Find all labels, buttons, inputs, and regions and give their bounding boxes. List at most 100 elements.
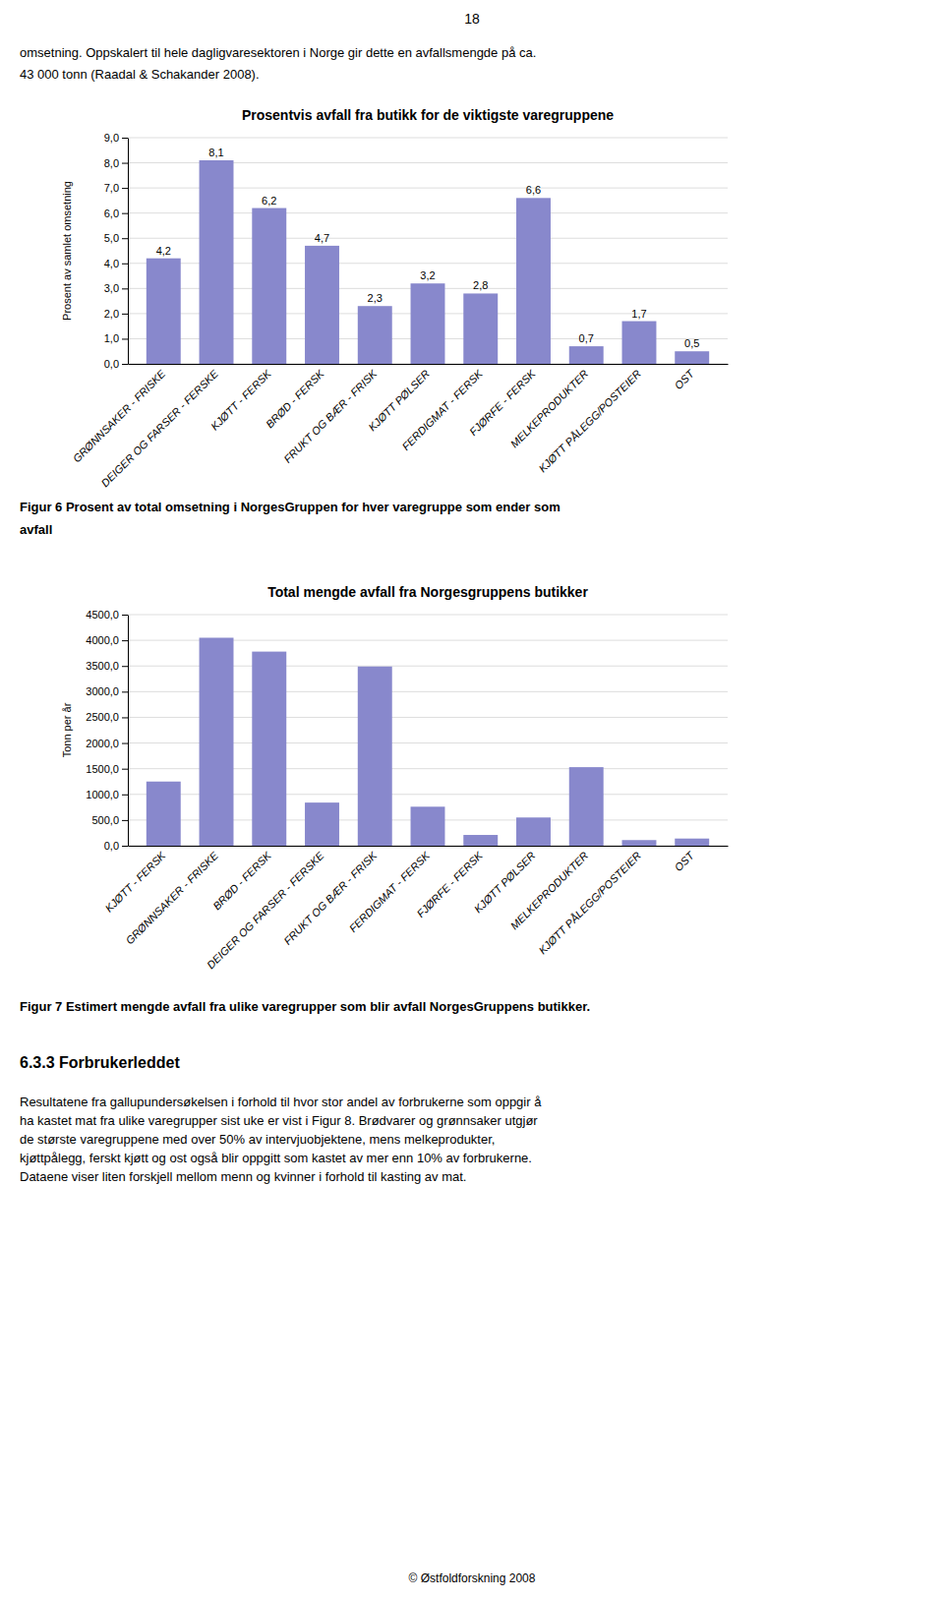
y-tick: 3,0	[104, 282, 128, 295]
data-label: 4,2	[156, 244, 172, 257]
section-title: 6.3.3 Forbrukerleddet	[19, 1054, 180, 1071]
x-axis-line	[128, 363, 729, 365]
data-label: 4,7	[314, 232, 330, 244]
y-tick: 5,0	[104, 232, 128, 244]
x-tick-label: OST	[671, 366, 697, 392]
bar	[516, 197, 551, 364]
data-label: 1,7	[631, 307, 647, 320]
data-labels: 4,28,16,24,72,33,22,86,60,71,70,5	[156, 146, 701, 350]
y-tick-mark	[121, 263, 128, 265]
x-tick: DEIGER OG FARSER - FERSKE	[204, 848, 327, 971]
y-tick-label: 3,0	[104, 282, 119, 295]
bar	[304, 802, 340, 846]
page: 18 omsetning. Oppskalert til hele dagligv…	[0, 0, 944, 1600]
x-tick: DEIGER OG FARSER - FERSKE	[98, 366, 221, 489]
y-tick-mark	[121, 288, 128, 290]
x-tick: OST	[671, 848, 697, 874]
x-tick: FRUKT OG BÆR - FRISK	[281, 848, 380, 947]
page-number: 18	[464, 10, 480, 27]
y-tick-mark	[121, 137, 128, 139]
y-tick: 6,0	[104, 207, 128, 220]
body-text: omsetning. Oppskalert til hele dagligvar…	[19, 45, 536, 60]
x-tick-label: KJØTT PÅLEGG/POSTEIER	[535, 367, 644, 475]
y-tick: 0,0	[104, 357, 128, 370]
x-tick: FERDIGMAT - FERSK	[399, 366, 485, 453]
grid-line	[127, 137, 728, 139]
x-tick-label: DEIGER OG FARSER - FERSKE	[98, 366, 221, 489]
x-tick-label: DEIGER OG FARSER - FERSKE	[204, 848, 327, 971]
bar	[463, 293, 498, 364]
y-axis-line	[127, 138, 129, 365]
y-tick: 1000,0	[85, 788, 128, 801]
y-tick: 9,0	[104, 131, 128, 144]
y-tick-label: 0,0	[104, 357, 119, 370]
x-axis: KJØTT - FERSKGRØNNSAKER - FRISKEBRØD - F…	[102, 846, 728, 972]
y-tick-label: 500,0	[91, 814, 119, 826]
data-label: 6,6	[526, 183, 541, 196]
y-tick-label: 1500,0	[85, 763, 119, 775]
y-tick-label: 4500,0	[85, 608, 119, 621]
chart-title: Total mengde avfall fra Norgesgruppens b…	[267, 584, 589, 600]
body-text: kjøttpålegg, ferskt kjøtt og ost også bl…	[19, 1150, 532, 1166]
y-tick-mark	[121, 187, 128, 189]
y-tick-mark	[121, 237, 128, 239]
chart-title: Prosentvis avfall fra butikk for de vikt…	[241, 107, 614, 123]
y-tick-label: 1,0	[104, 332, 119, 345]
bar	[304, 245, 340, 364]
body-text: ha kastet mat fra ulike varegrupper sist…	[19, 1113, 538, 1128]
y-tick: 500,0	[91, 814, 128, 826]
y-tick-label: 2000,0	[85, 737, 119, 750]
bars	[146, 160, 709, 364]
y-tick-mark	[121, 845, 128, 847]
y-tick-mark	[121, 691, 128, 693]
y-tick-label: 6,0	[104, 207, 119, 220]
bar	[516, 817, 551, 846]
y-tick: 8,0	[104, 157, 128, 170]
y-tick: 4500,0	[85, 608, 128, 621]
bar	[357, 305, 393, 364]
grid	[127, 614, 728, 846]
bar	[251, 651, 287, 846]
y-tick: 7,0	[104, 181, 128, 194]
figure-caption: avfall	[19, 522, 53, 537]
body-text: 43 000 tonn (Raadal & Schakander 2008).	[19, 66, 260, 82]
data-label: 0,7	[579, 332, 594, 345]
bar	[357, 666, 393, 846]
y-tick-mark	[121, 640, 128, 642]
y-tick: 2000,0	[85, 737, 128, 750]
bar	[622, 321, 657, 364]
y-axis: 0,0 1,0 2,0 3,0 4,0 5,0 6,0 7,0 8,0 9,0	[104, 131, 129, 370]
x-tick-label: OST	[671, 848, 697, 874]
y-tick-mark	[121, 213, 128, 215]
x-tick-label: FERDIGMAT - FERSK	[347, 848, 433, 935]
x-tick: KJØTT PÅLEGG/POSTEIER	[535, 849, 644, 957]
y-tick: 4,0	[104, 257, 128, 270]
bars	[146, 638, 709, 847]
y-tick: 2500,0	[85, 710, 128, 723]
y-tick: 2,0	[104, 307, 128, 320]
data-label: 3,2	[419, 269, 435, 282]
body-text: de største varegruppene med over 50% av …	[19, 1131, 495, 1147]
data-label: 2,3	[367, 292, 383, 304]
x-tick-label: GRØNNSAKER - FRISKE	[122, 848, 221, 946]
y-tick-label: 3000,0	[85, 685, 119, 698]
y-tick-label: 1000,0	[85, 788, 119, 801]
grid	[127, 137, 728, 364]
y-tick-label: 5,0	[104, 232, 119, 244]
y-tick-mark	[121, 614, 128, 616]
y-tick: 3500,0	[85, 659, 128, 672]
data-label: 6,2	[261, 194, 277, 207]
body-text: Resultatene fra gallupundersøkelsen i fo…	[19, 1094, 542, 1110]
y-tick-mark	[121, 716, 128, 718]
bar	[146, 781, 181, 846]
y-axis-title: Prosent av samlet omsetning	[60, 180, 73, 321]
y-tick-label: 0,0	[104, 839, 119, 852]
y-tick-mark	[121, 363, 128, 365]
data-label: 8,1	[208, 146, 224, 159]
bar	[199, 160, 235, 364]
chart: 4,28,16,24,72,33,22,86,60,71,70,50,01,02…	[70, 131, 729, 489]
bar	[622, 839, 657, 846]
x-tick: OST	[671, 366, 697, 392]
y-axis-line	[127, 615, 129, 847]
y-tick: 1500,0	[85, 763, 128, 775]
